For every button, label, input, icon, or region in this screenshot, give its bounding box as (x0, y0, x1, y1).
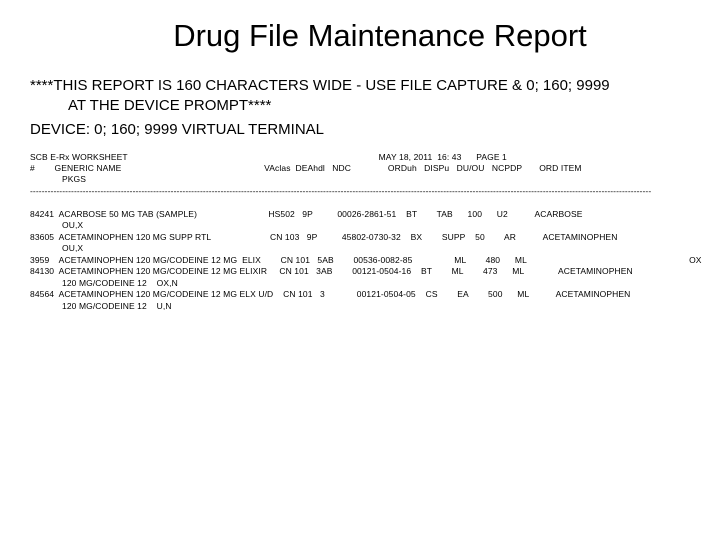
table-row: OU,X (30, 243, 83, 253)
table-row: OU,X (30, 220, 83, 230)
table-row: 84241 ACARBOSE 50 MG TAB (SAMPLE) HS502 … (30, 209, 583, 219)
device-line: DEVICE: 0; 160; 9999 VIRTUAL TERMINAL (30, 121, 690, 138)
table-row: 83605 ACETAMINOPHEN 120 MG SUPP RTL CN 1… (30, 232, 617, 242)
notice-line-1: ****THIS REPORT IS 160 CHARACTERS WIDE -… (30, 77, 610, 94)
report-columns-2: PKGS (30, 174, 86, 184)
table-row: 84564 ACETAMINOPHEN 120 MG/CODEINE 12 MG… (30, 289, 630, 299)
slide-container: Drug File Maintenance Report ****THIS RE… (0, 0, 720, 312)
report-header-left: SCB E-Rx WORKSHEET (30, 152, 128, 162)
table-row: 84130 ACETAMINOPHEN 120 MG/CODEINE 12 MG… (30, 266, 633, 276)
page-title: Drug File Maintenance Report (30, 18, 690, 54)
table-row: 120 MG/CODEINE 12 OX,N (30, 278, 178, 288)
table-row: 3959 ACETAMINOPHEN 120 MG/CODEINE 12 MG … (30, 255, 702, 265)
report-header-right: MAY 18, 2011 16: 43 PAGE 1 (379, 152, 507, 162)
table-row: 120 MG/CODEINE 12 U,N (30, 301, 172, 311)
report-divider: ----------------------------------------… (30, 186, 651, 196)
width-notice: ****THIS REPORT IS 160 CHARACTERS WIDE -… (30, 76, 690, 117)
report-columns-1: # GENERIC NAME VAclas DEAhdl NDC ORDuh D… (30, 163, 582, 173)
report-block: SCB E-Rx WORKSHEET MAY 18, 2011 16: 43 P… (30, 152, 690, 313)
notice-line-2: AT THE DEVICE PROMPT**** (30, 96, 690, 116)
